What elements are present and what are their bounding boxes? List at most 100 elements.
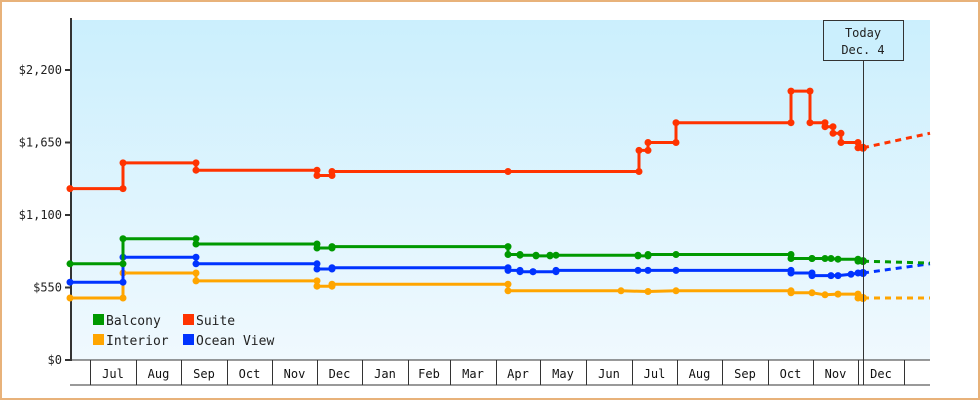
data-point[interactable] <box>854 139 862 146</box>
data-point[interactable] <box>672 266 680 274</box>
data-point[interactable] <box>644 251 652 258</box>
data-point[interactable] <box>532 252 540 260</box>
data-point[interactable] <box>504 168 512 175</box>
data-point[interactable] <box>529 268 537 276</box>
x-month-label: Apr <box>507 367 529 381</box>
today-marker: Today Dec. 4 <box>823 20 904 385</box>
data-point[interactable] <box>834 255 842 263</box>
data-point[interactable] <box>66 185 74 193</box>
data-point[interactable] <box>192 260 200 268</box>
x-month-label: Dec <box>329 367 351 381</box>
data-point[interactable] <box>821 291 829 299</box>
data-point[interactable] <box>787 255 795 262</box>
data-point[interactable] <box>313 277 321 285</box>
today-label: Today <box>845 26 881 40</box>
data-point[interactable] <box>328 168 336 175</box>
data-point[interactable] <box>504 280 512 288</box>
y-tick-label: $1,650 <box>19 136 62 150</box>
legend-swatch <box>93 314 104 325</box>
data-point[interactable] <box>552 266 560 274</box>
data-point[interactable] <box>119 185 127 193</box>
data-point[interactable] <box>119 235 127 243</box>
data-point[interactable] <box>634 252 642 260</box>
x-month-label: Oct <box>239 367 261 381</box>
data-point[interactable] <box>829 129 837 137</box>
legend-label: Suite <box>196 314 235 329</box>
data-point[interactable] <box>672 287 680 295</box>
data-point[interactable] <box>635 168 643 175</box>
data-point[interactable] <box>672 139 680 146</box>
data-point[interactable] <box>806 87 814 95</box>
data-point[interactable] <box>617 287 625 295</box>
legend-item-interior[interactable]: Interior <box>93 334 169 349</box>
data-point[interactable] <box>837 139 845 146</box>
data-point[interactable] <box>192 166 200 174</box>
data-point[interactable] <box>808 255 816 262</box>
data-point[interactable] <box>313 172 321 179</box>
legend-label: Interior <box>106 334 169 349</box>
data-point[interactable] <box>672 251 680 258</box>
data-point[interactable] <box>119 159 127 167</box>
data-point[interactable] <box>66 278 74 286</box>
data-point[interactable] <box>328 243 336 251</box>
data-point[interactable] <box>516 251 524 259</box>
data-point[interactable] <box>119 260 127 268</box>
data-point[interactable] <box>192 277 200 285</box>
data-point[interactable] <box>808 272 816 280</box>
data-point[interactable] <box>516 268 524 276</box>
data-point[interactable] <box>504 266 512 274</box>
data-point[interactable] <box>313 166 321 174</box>
data-point[interactable] <box>66 294 74 302</box>
data-point[interactable] <box>313 244 321 252</box>
data-point[interactable] <box>313 265 321 273</box>
legend-label: Ocean View <box>196 334 274 349</box>
data-point[interactable] <box>546 251 554 259</box>
data-point[interactable] <box>192 269 200 277</box>
data-point[interactable] <box>313 260 321 268</box>
data-point[interactable] <box>192 235 200 243</box>
data-point[interactable] <box>787 269 795 277</box>
x-month-label: Jul <box>644 367 666 381</box>
data-point[interactable] <box>808 289 816 297</box>
data-point[interactable] <box>787 289 795 297</box>
x-month-label: Sep <box>193 367 215 381</box>
x-month-label: Nov <box>825 367 847 381</box>
data-point[interactable] <box>821 255 829 262</box>
legend-item-balcony[interactable]: Balcony <box>93 314 161 329</box>
data-point[interactable] <box>847 270 855 278</box>
data-point[interactable] <box>672 119 680 127</box>
data-point[interactable] <box>634 266 642 274</box>
y-tick-label: $1,100 <box>19 208 62 222</box>
data-point[interactable] <box>829 123 837 131</box>
data-point[interactable] <box>821 123 829 131</box>
data-point[interactable] <box>644 146 652 154</box>
data-point[interactable] <box>834 290 842 298</box>
data-point[interactable] <box>644 288 652 295</box>
data-point[interactable] <box>644 266 652 274</box>
data-point[interactable] <box>328 264 336 272</box>
data-point[interactable] <box>787 119 795 127</box>
data-point[interactable] <box>66 260 74 268</box>
data-point[interactable] <box>644 139 652 146</box>
data-point[interactable] <box>787 87 795 95</box>
data-point[interactable] <box>192 240 200 248</box>
data-point[interactable] <box>328 280 336 288</box>
data-point[interactable] <box>806 119 814 127</box>
data-point[interactable] <box>635 146 643 154</box>
data-point[interactable] <box>119 278 127 286</box>
legend-item-ocean-view[interactable]: Ocean View <box>183 334 274 349</box>
legend-swatch <box>93 334 104 345</box>
data-point[interactable] <box>837 129 845 137</box>
data-point[interactable] <box>313 282 321 290</box>
data-point[interactable] <box>504 251 512 258</box>
data-point[interactable] <box>504 287 512 295</box>
legend-item-suite[interactable]: Suite <box>183 314 235 329</box>
data-point[interactable] <box>192 159 200 167</box>
data-point[interactable] <box>192 253 200 261</box>
data-point[interactable] <box>552 251 560 259</box>
data-point[interactable] <box>119 294 127 302</box>
data-point[interactable] <box>834 272 842 280</box>
data-point[interactable] <box>827 272 835 280</box>
data-point[interactable] <box>504 243 512 251</box>
data-point[interactable] <box>827 255 835 262</box>
